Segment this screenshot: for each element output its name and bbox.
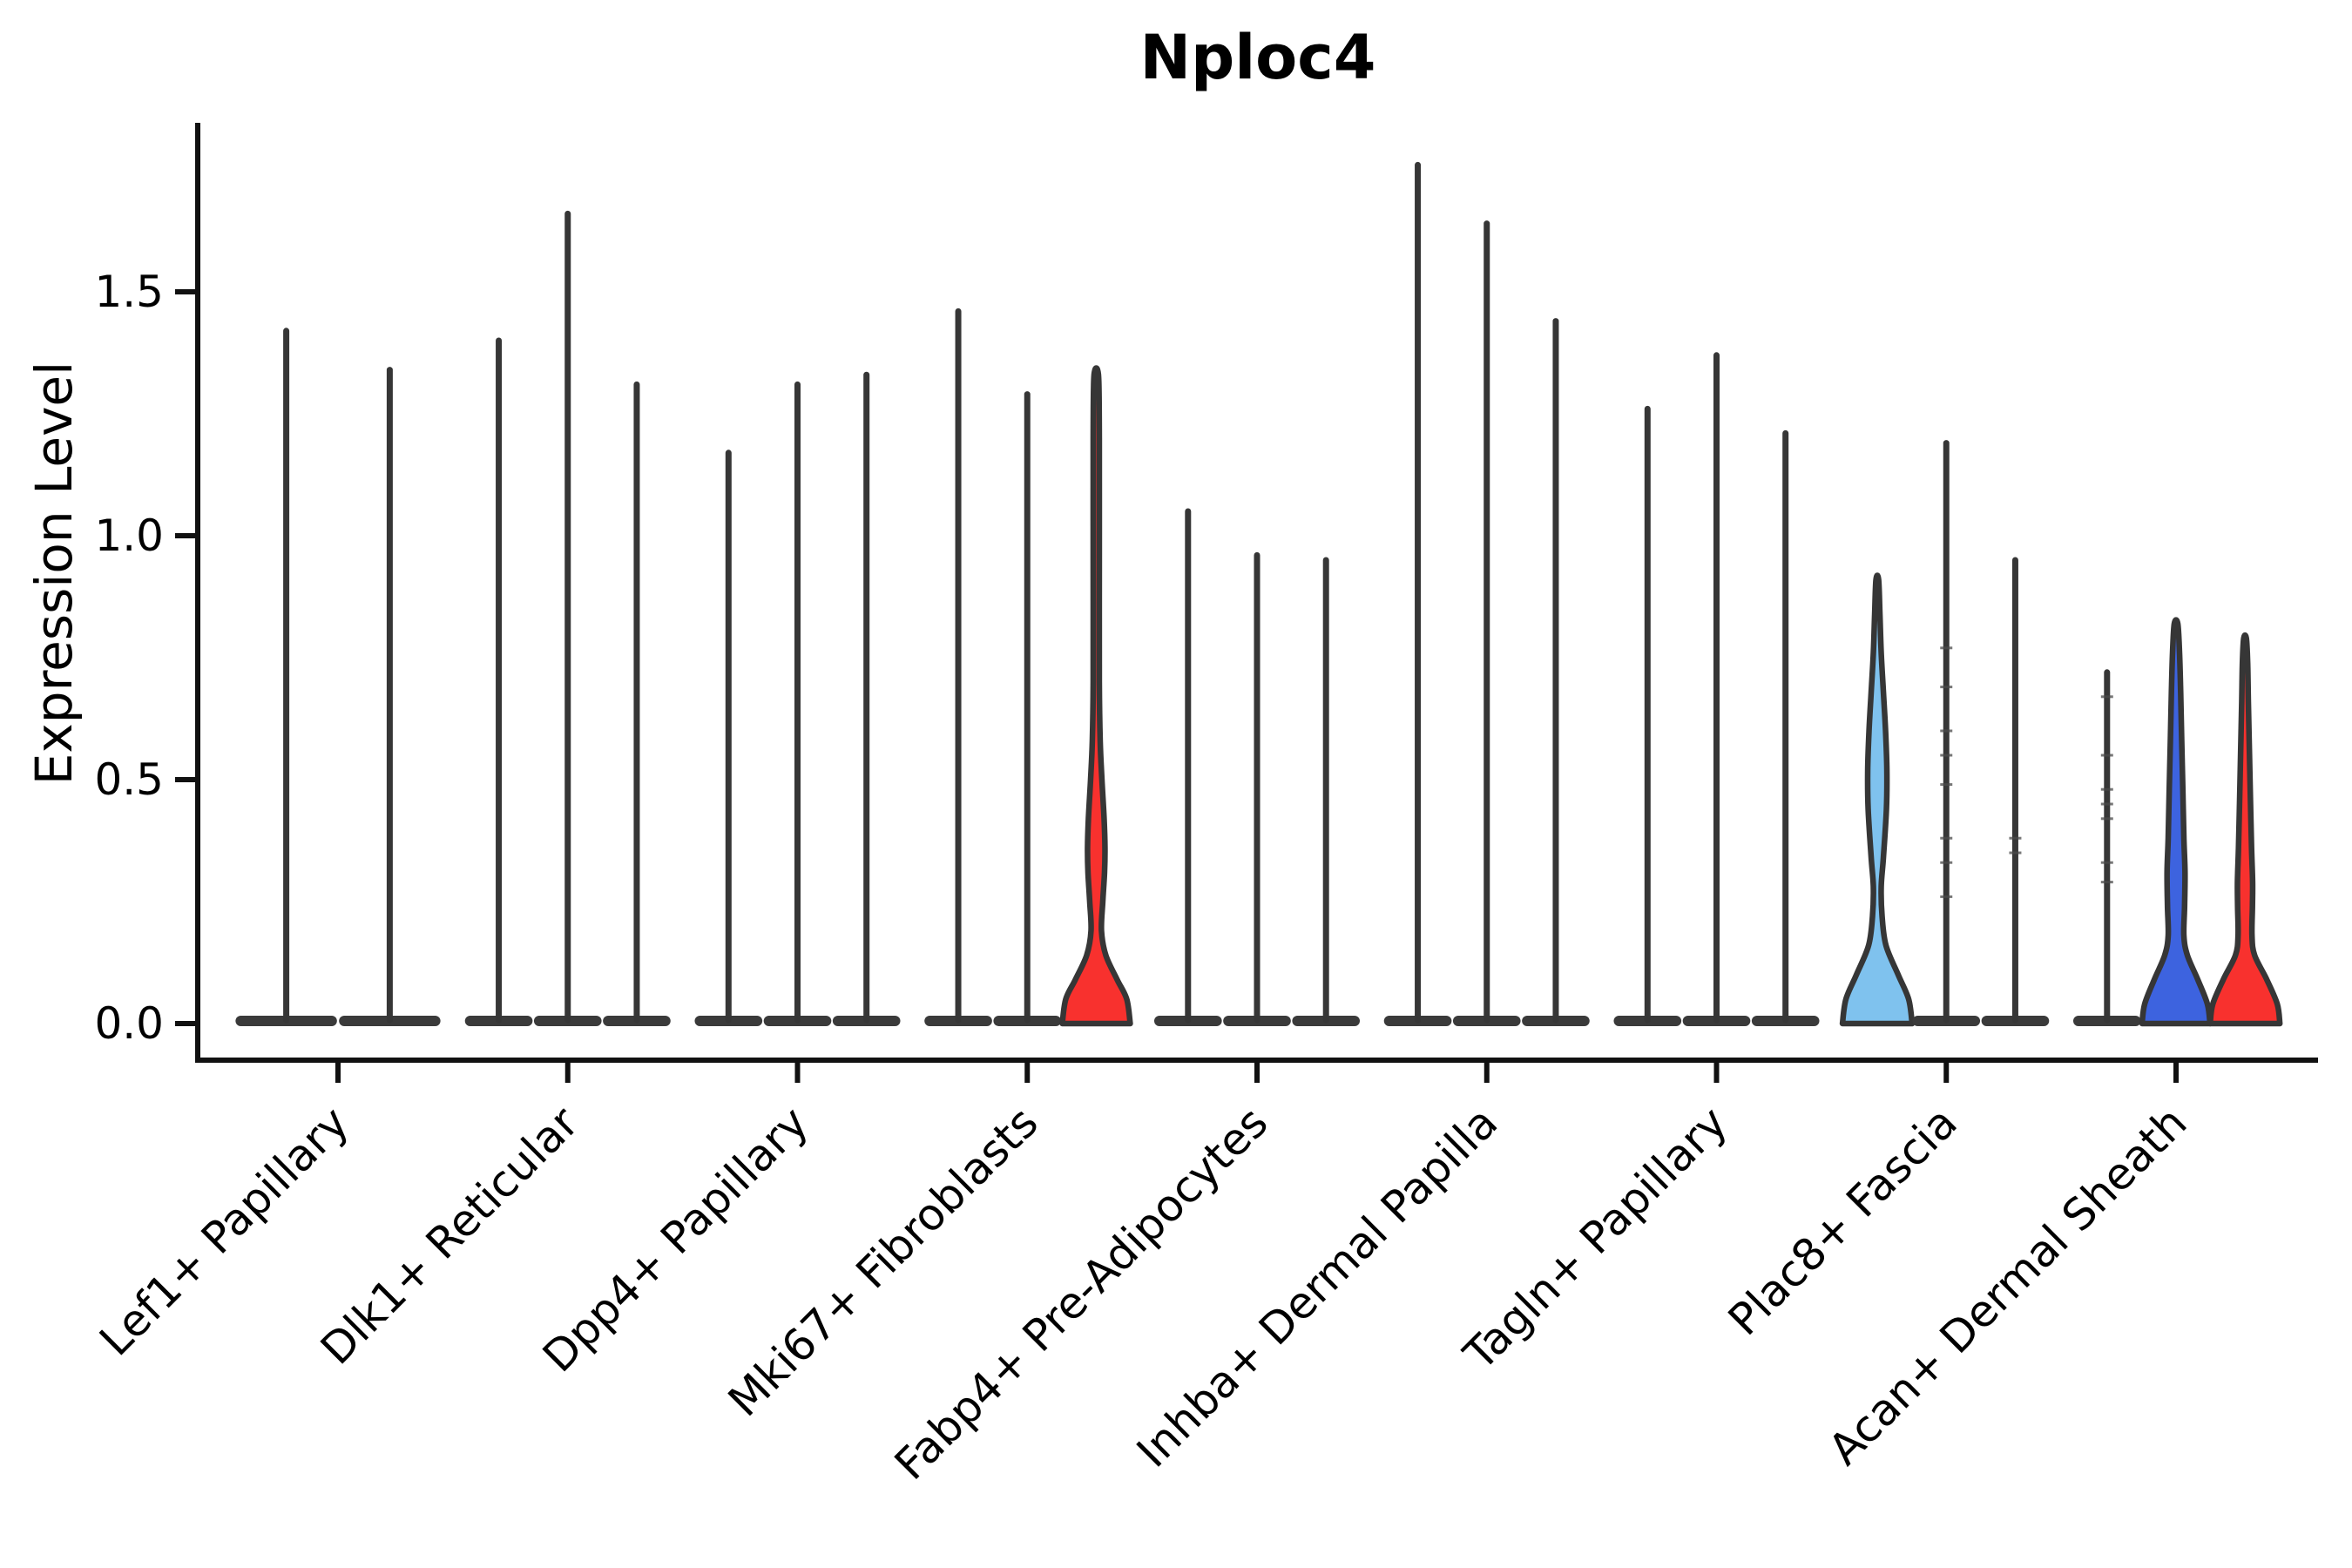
y-tick-label: 0.0 <box>94 998 164 1049</box>
x-category-label: Fabp4+ Pre-Adipocytes <box>885 1097 1278 1490</box>
y-tick-label: 0.5 <box>94 754 164 805</box>
y-tick-label: 1.0 <box>94 510 164 561</box>
violin-filled-skyblue <box>1839 572 1916 1027</box>
chart-title: Nploc4 <box>1139 22 1376 93</box>
violin-filled-red <box>1059 365 1133 1027</box>
violin-filled-blue <box>2139 617 2213 1027</box>
y-tick-label: 1.5 <box>94 267 164 317</box>
x-category-label: Lef1+ Papillary <box>90 1097 358 1365</box>
violin-filled-red <box>2207 632 2283 1027</box>
x-category-label: Plac8+ Fascia <box>1719 1097 1967 1345</box>
